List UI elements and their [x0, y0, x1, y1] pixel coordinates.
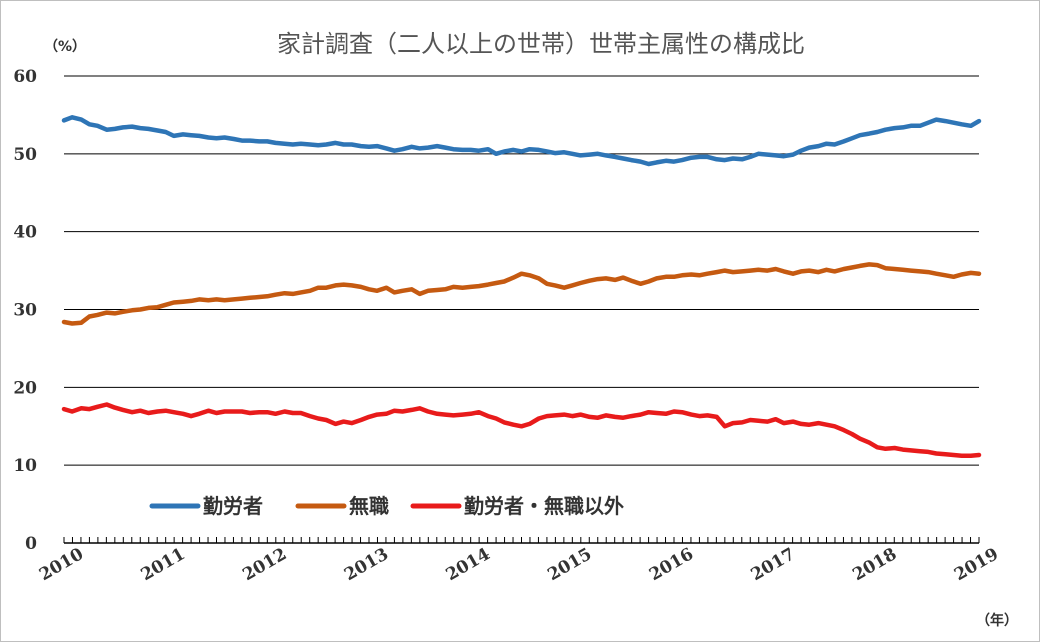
y-tick-label: 50 [13, 145, 37, 165]
x-tick-label: 2018 [849, 544, 900, 585]
legend: 勤労者 無職 勤労者・無職以外 [149, 494, 624, 518]
x-tick-label: 2013 [341, 544, 392, 585]
y-tick-label: 40 [13, 223, 37, 243]
series-lines [61, 115, 982, 459]
y-tick-label: 0 [25, 534, 37, 554]
x-tick-label: 2014 [443, 544, 494, 585]
x-tick-label: 2012 [239, 544, 290, 585]
series-line-1 [61, 262, 982, 326]
x-tick-label: 2019 [951, 544, 1002, 585]
x-axis-unit-label: （年） [976, 612, 1018, 629]
x-tick-label: 2017 [748, 544, 799, 585]
legend-label-1: 無職 [349, 494, 389, 518]
legend-label-2: 勤労者・無職以外 [464, 494, 624, 518]
y-tick-label: 20 [13, 378, 37, 398]
y-tick-label: 60 [13, 67, 37, 87]
x-tick-label: 2015 [544, 544, 595, 585]
x-axis: 2010 2011 2012 2013 2014 2015 2016 2017 2018 2019 [36, 537, 1002, 585]
x-tick-label: 2010 [36, 544, 87, 585]
x-tick-label: 2011 [138, 544, 189, 585]
y-tick-label: 10 [13, 456, 37, 476]
x-tick-label: 2016 [646, 544, 697, 585]
y-tick-label: 30 [13, 301, 37, 321]
chart-title: 家計調査（二人以上の世帯）世帯主属性の構成比 [277, 30, 805, 58]
y-axis-unit-label: （%） [44, 39, 86, 55]
series-line-2 [61, 402, 982, 459]
series-line-0 [61, 115, 982, 167]
legend-label-0: 勤労者 [203, 494, 263, 518]
y-axis-ticks: 0 10 20 30 40 50 60 [13, 67, 37, 554]
gridlines [64, 75, 979, 466]
